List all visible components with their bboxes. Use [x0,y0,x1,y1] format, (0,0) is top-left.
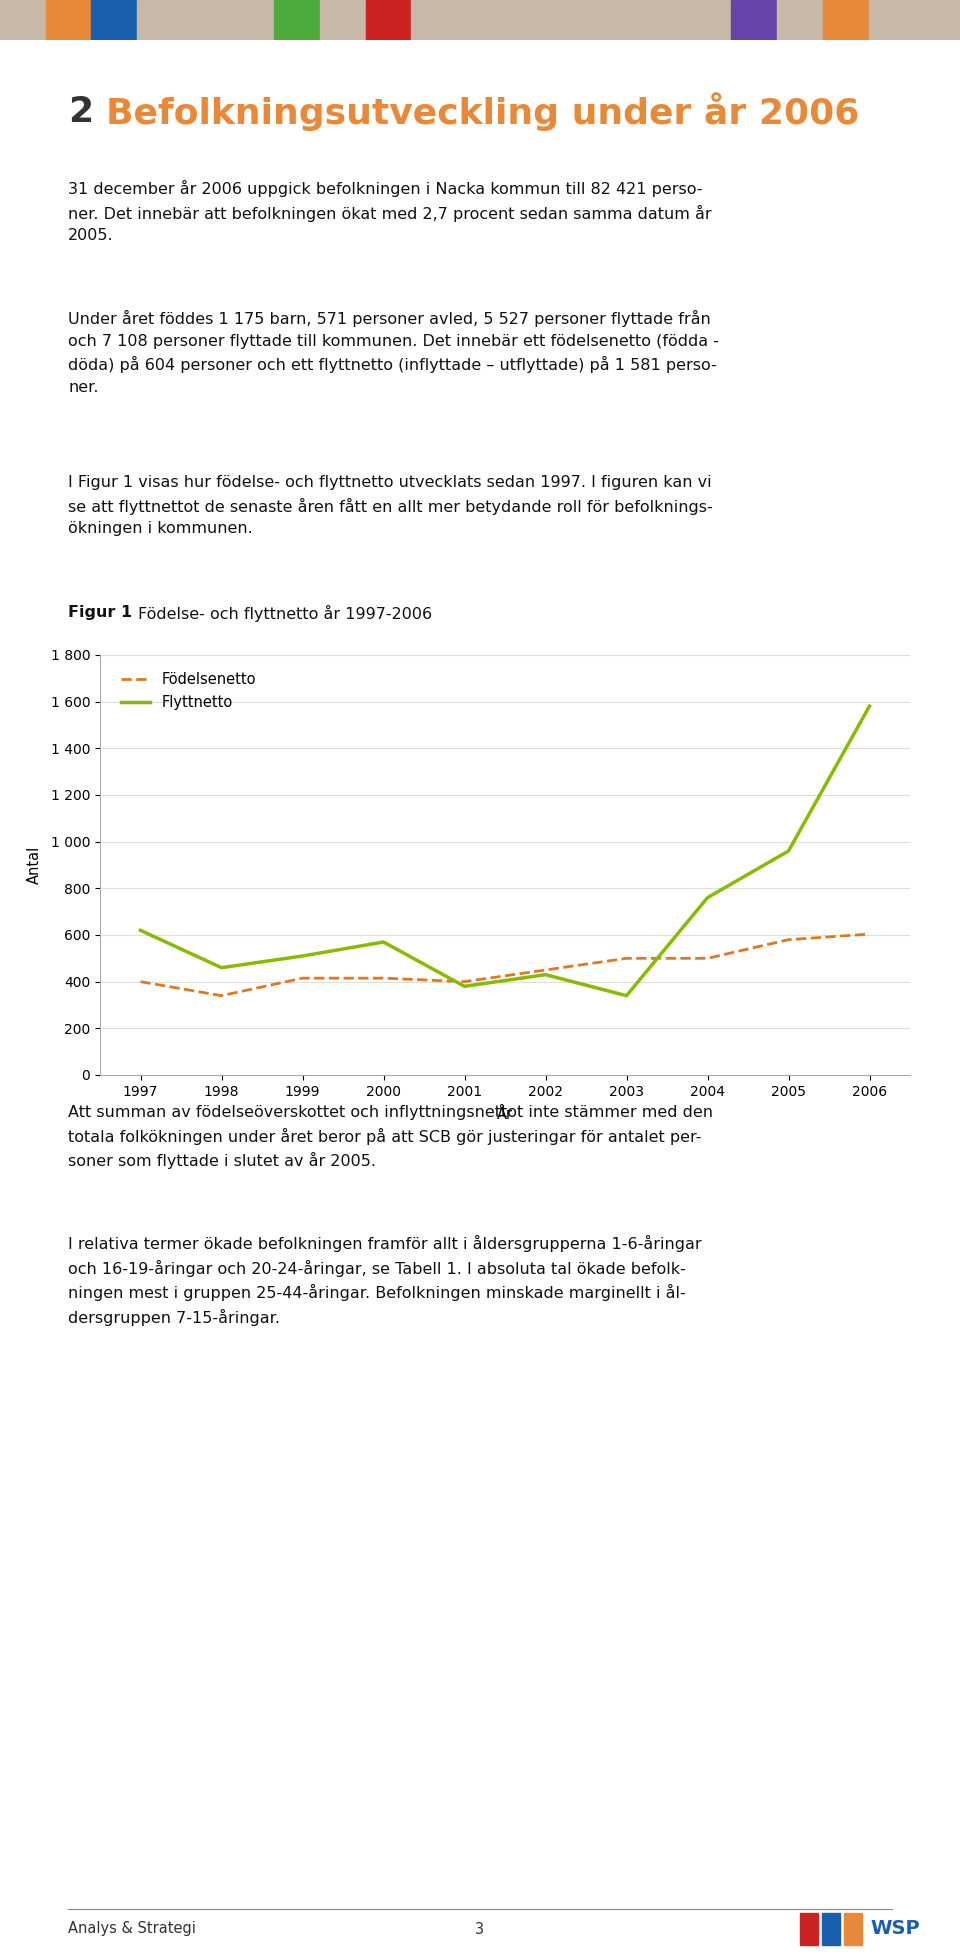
Bar [778,0,823,39]
Text: Födelse- och flyttnetto år 1997-2006: Födelse- och flyttnetto år 1997-2006 [138,605,432,623]
Text: Figur 1: Figur 1 [68,605,132,619]
X-axis label: År: År [497,1107,513,1123]
Text: I relativa termer ökade befolkningen framför allt i åldersgrupperna 1-6-åringar
: I relativa termer ökade befolkningen fra… [68,1234,702,1326]
Bar [137,0,182,39]
Bar [457,0,503,39]
Text: Under året föddes 1 175 barn, 571 personer avled, 5 527 personer flyttade från
o: Under året föddes 1 175 barn, 571 person… [68,310,719,396]
Text: I Figur 1 visas hur födelse- och flyttnetto utvecklats sedan 1997. I figuren kan: I Figur 1 visas hur födelse- och flyttne… [68,474,712,537]
Legend: Födelsenetto, Flyttnetto: Födelsenetto, Flyttnetto [115,666,262,715]
Text: Analys & Strategi: Analys & Strategi [68,1922,196,1937]
Text: Befolkningsutveckling under år 2006: Befolkningsutveckling under år 2006 [106,92,859,131]
Bar [800,1914,818,1945]
Bar [869,0,914,39]
Bar [91,0,137,39]
Bar [844,1914,862,1945]
Bar [732,0,778,39]
Bar [822,1914,840,1945]
Bar [503,0,548,39]
Bar [228,0,275,39]
Bar [914,0,960,39]
Text: 2: 2 [68,94,93,129]
Text: WSP: WSP [870,1920,920,1939]
Bar [46,0,91,39]
Bar [0,0,46,39]
Text: 31 december år 2006 uppgick befolkningen i Nacka kommun till 82 421 perso-
ner. : 31 december år 2006 uppgick befolkningen… [68,180,711,243]
Bar [366,0,412,39]
Bar [594,0,640,39]
Y-axis label: Antal: Antal [27,846,42,884]
Bar [412,0,457,39]
Text: 3: 3 [475,1922,485,1937]
Bar [823,0,869,39]
Bar [640,0,685,39]
Text: Att summan av födelseöverskottet och inflyttningsnettot inte stämmer med den
tot: Att summan av födelseöverskottet och inf… [68,1105,713,1170]
Bar [182,0,228,39]
Bar [320,0,366,39]
Bar [275,0,320,39]
Bar [685,0,732,39]
Bar [548,0,594,39]
